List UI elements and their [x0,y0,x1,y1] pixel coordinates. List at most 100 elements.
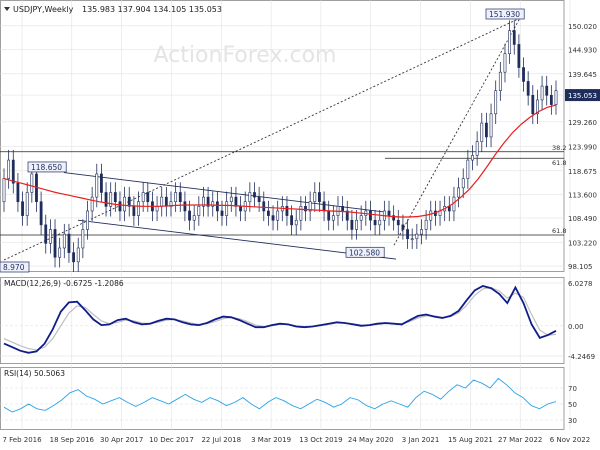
price-bar [160,196,164,207]
price-tick-label: 103.220 [568,239,597,247]
price-bar [396,219,400,226]
price-bar [517,44,521,68]
price-bar [285,206,289,216]
price-bar [44,224,48,244]
price-tick-label: 129.260 [568,119,597,127]
price-bar [489,113,493,138]
macd-signal-line [3,286,557,351]
price-bar [512,30,516,45]
fibonacci-lines: 38.2 61.8 61.8 [0,144,566,236]
rsi-tick-label: 50 [568,401,577,409]
channel-upper-line [63,172,385,213]
price-tick-label: 118.675 [568,168,597,176]
macd-title: MACD(12,26,9) -0.6725 -1.2086 [4,279,124,288]
price-bar [113,192,117,203]
price-bar [30,173,34,193]
price-bar [350,219,354,230]
time-tick-label: 7 Feb 2016 [2,436,42,444]
price-bar [234,196,238,207]
price-bar [322,201,326,212]
price-tick-label: 139.645 [568,71,597,79]
time-tick-label: 3 Mar 2019 [251,436,291,444]
time-tick-label: 3 Jan 2021 [402,436,440,444]
price-bar [7,159,11,179]
price-bar [503,53,507,73]
time-tick-label: 6 Nov 2022 [550,436,590,444]
price-bar [262,201,266,212]
time-tick-label: 24 May 2020 [348,436,394,444]
price-bar [392,215,396,221]
macd-tick-label: 6.0278 [568,280,593,288]
price-bar [369,210,372,221]
dashed-trend-line-long [3,17,521,261]
price-bar [104,192,108,207]
price-bar [202,196,205,207]
price-bar [480,122,484,142]
price-bar [420,229,423,235]
price-bar [359,215,363,221]
price-bar [355,219,358,230]
price-bar [415,233,419,240]
price-bar [299,206,303,221]
price-annotation-box [0,261,30,273]
price-bar [183,201,187,212]
price-tick-label: 113.600 [568,191,597,199]
fib-label: 38.2 [552,144,566,152]
rsi-tick-label: 70 [568,385,577,393]
price-bar [67,233,71,253]
price-bar [294,219,298,226]
time-tick-label: 13 Oct 2019 [299,436,342,444]
price-bar [100,173,103,193]
rsi-tick-label: 30 [568,417,577,425]
price-bar [410,238,414,241]
time-tick-label: 27 Mar 2022 [498,436,542,444]
price-bar [549,95,553,105]
price-tick-label: 98.105 [568,263,593,271]
price-bar [545,85,549,96]
price-bar [494,90,498,115]
current-price-tag [565,89,600,102]
price-bar [86,210,89,230]
price-bar [331,215,335,221]
price-bar [401,224,405,230]
dropdown-arrow-icon[interactable] [4,7,10,11]
price-bar [498,71,502,91]
panel-frames [0,0,565,430]
time-tick-label: 10 Dec 2017 [149,436,194,444]
price-bar [2,178,6,203]
price-bar [540,85,544,101]
macd-line [3,285,557,354]
price-bar [225,201,229,216]
price-bar [137,201,140,216]
price-bar [206,196,210,207]
price-bar [229,196,233,203]
price-bar [62,233,66,249]
price-bar [485,122,488,138]
price-tick-label: 108.490 [568,215,597,223]
price-bar [327,210,331,221]
price-bar [466,159,470,179]
price-bar [95,173,99,198]
fib-label: 61.8 [552,227,566,235]
price-bar [178,192,182,203]
price-bar [220,210,224,216]
price-bar [471,155,474,161]
price-bar [475,141,479,156]
price-bar [429,210,433,221]
price-bar [188,210,191,221]
price-bar [109,192,113,207]
price-bar [155,206,159,212]
price-annotation-box [485,8,525,20]
price-bar [25,192,29,216]
price-bar [536,99,539,115]
panel-frame-2 [0,367,565,430]
macd-tick-label: -4.2469 [568,353,595,361]
price-bar [526,81,530,96]
price-bar [239,206,242,212]
price-bar [387,210,391,216]
trend-channel [3,17,521,261]
price-bar [192,215,196,221]
macd-tick-label: 0.00 [568,323,584,331]
price-bar [118,201,122,212]
price-annotation-label: 102.580 [349,248,380,257]
